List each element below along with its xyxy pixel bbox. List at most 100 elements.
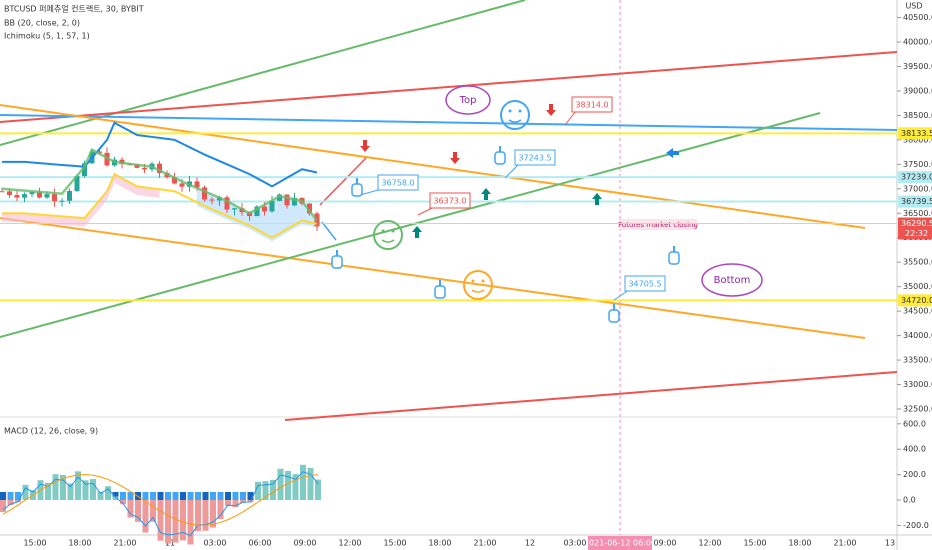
volume-bar — [150, 500, 156, 522]
callout-tail — [564, 110, 577, 126]
crosshair-label: 2021-06-12 06:00 — [584, 539, 656, 548]
candle-body — [134, 164, 140, 168]
volume-bar — [135, 500, 141, 522]
macd-tick-label: 0.0 — [903, 496, 916, 505]
macd-bar — [195, 492, 201, 500]
price-marker-bg — [898, 127, 932, 140]
candle-body — [157, 163, 162, 173]
macd-bar — [150, 492, 156, 500]
time-tick-label: 21:00 — [473, 539, 496, 548]
callout-box — [624, 275, 666, 292]
bubble — [701, 263, 763, 297]
macd-tick-label: 600.0 — [903, 419, 926, 428]
volume-bar — [142, 500, 149, 533]
volume-bar — [75, 471, 81, 500]
price-tick-label: 38500.0 — [903, 111, 932, 120]
emoji-eye — [481, 279, 485, 283]
volume-bar — [277, 468, 284, 500]
time-tick-label: 15:00 — [383, 539, 406, 548]
candle-body — [142, 167, 147, 170]
down-arrow — [546, 104, 556, 116]
emoji-eye — [381, 229, 385, 233]
macd-bar — [142, 492, 149, 500]
time-tick-label: 06:00 — [248, 539, 271, 548]
time-tick-label: 21:00 — [833, 539, 856, 548]
callout-tail — [504, 163, 520, 179]
volume-bar — [232, 500, 239, 508]
trend-line — [0, 0, 526, 146]
price-marker-label: 36739.5 — [901, 197, 932, 206]
candle-body — [202, 187, 207, 200]
last-price-bg — [898, 217, 932, 240]
volume-bar — [300, 464, 306, 500]
callout-label: 37243.5 — [518, 154, 551, 163]
callout-box — [377, 174, 419, 191]
price-tick-label: 39500.0 — [903, 62, 932, 71]
time-tick-label: 09:00 — [653, 539, 676, 548]
price-tick-label: 32500.0 — [903, 405, 932, 414]
macd-bar — [232, 492, 239, 500]
price-tick-label: 39000.0 — [903, 86, 932, 95]
volume-bar — [165, 500, 171, 544]
volume-bar — [82, 480, 89, 500]
macd-bar — [120, 492, 126, 500]
candle-body — [262, 206, 267, 212]
left-arrow — [666, 148, 679, 158]
callout-tail — [613, 289, 630, 301]
macd-bar — [112, 492, 119, 500]
callout-label: 36373.0 — [433, 197, 466, 206]
ichimoku-line — [1, 147, 318, 222]
arrow-line — [319, 157, 367, 206]
candle-body — [37, 191, 42, 198]
bubble — [445, 85, 491, 115]
macd-bar — [247, 492, 254, 500]
hand-icon — [331, 255, 343, 269]
emoji-mouth — [381, 239, 395, 243]
up-arrow — [592, 193, 602, 205]
countdown: 22:32 — [905, 229, 928, 238]
price-marker-label: 37239.0 — [901, 173, 932, 182]
volume-bar — [22, 484, 29, 500]
price-tick-label: 35000.0 — [903, 282, 932, 291]
volume-bar — [172, 500, 179, 543]
volume-bar — [97, 491, 104, 500]
volume-bar — [195, 500, 201, 532]
emoji-face — [463, 270, 493, 300]
macd-bar — [172, 492, 179, 500]
volume-bar — [217, 500, 224, 520]
trend-line — [0, 217, 866, 339]
candle-body — [22, 194, 27, 198]
price-tick-label: 33500.0 — [903, 356, 932, 365]
trend-line — [284, 371, 898, 421]
candle-body — [52, 194, 57, 202]
macd-bar — [157, 492, 164, 500]
candle-body — [67, 190, 72, 201]
volume-bar — [315, 479, 321, 500]
candle-body — [59, 200, 65, 202]
volume-bar — [187, 500, 194, 545]
macd-title: MACD (12, 26, close, 9) — [4, 427, 98, 436]
note: Futures market closing — [618, 221, 698, 229]
hand-icon — [494, 151, 506, 165]
indicator-label: BB (20, close, 2, 0) — [4, 19, 80, 28]
emoji-face — [500, 100, 530, 130]
hand-icon — [351, 183, 363, 197]
hand-icon — [668, 251, 680, 265]
callout-label: 34705.5 — [628, 280, 661, 289]
macd-bar — [0, 492, 6, 500]
price-tick-label: 33000.0 — [903, 380, 932, 389]
emoji-eye — [391, 229, 395, 233]
volume-bar — [255, 481, 261, 500]
time-tick-label: 09:00 — [293, 539, 316, 548]
time-tick-label: 12:00 — [698, 539, 721, 548]
macd-bar — [15, 492, 21, 500]
candle-body — [269, 200, 275, 212]
price-tick-label: 37500.0 — [903, 160, 932, 169]
volume-bar — [0, 500, 6, 513]
volume-bar — [262, 481, 269, 500]
price-tick-label: 34500.0 — [903, 307, 932, 316]
price-tick-label: 40000.0 — [903, 38, 932, 47]
candle-body — [284, 194, 290, 206]
candle-body — [97, 151, 102, 153]
